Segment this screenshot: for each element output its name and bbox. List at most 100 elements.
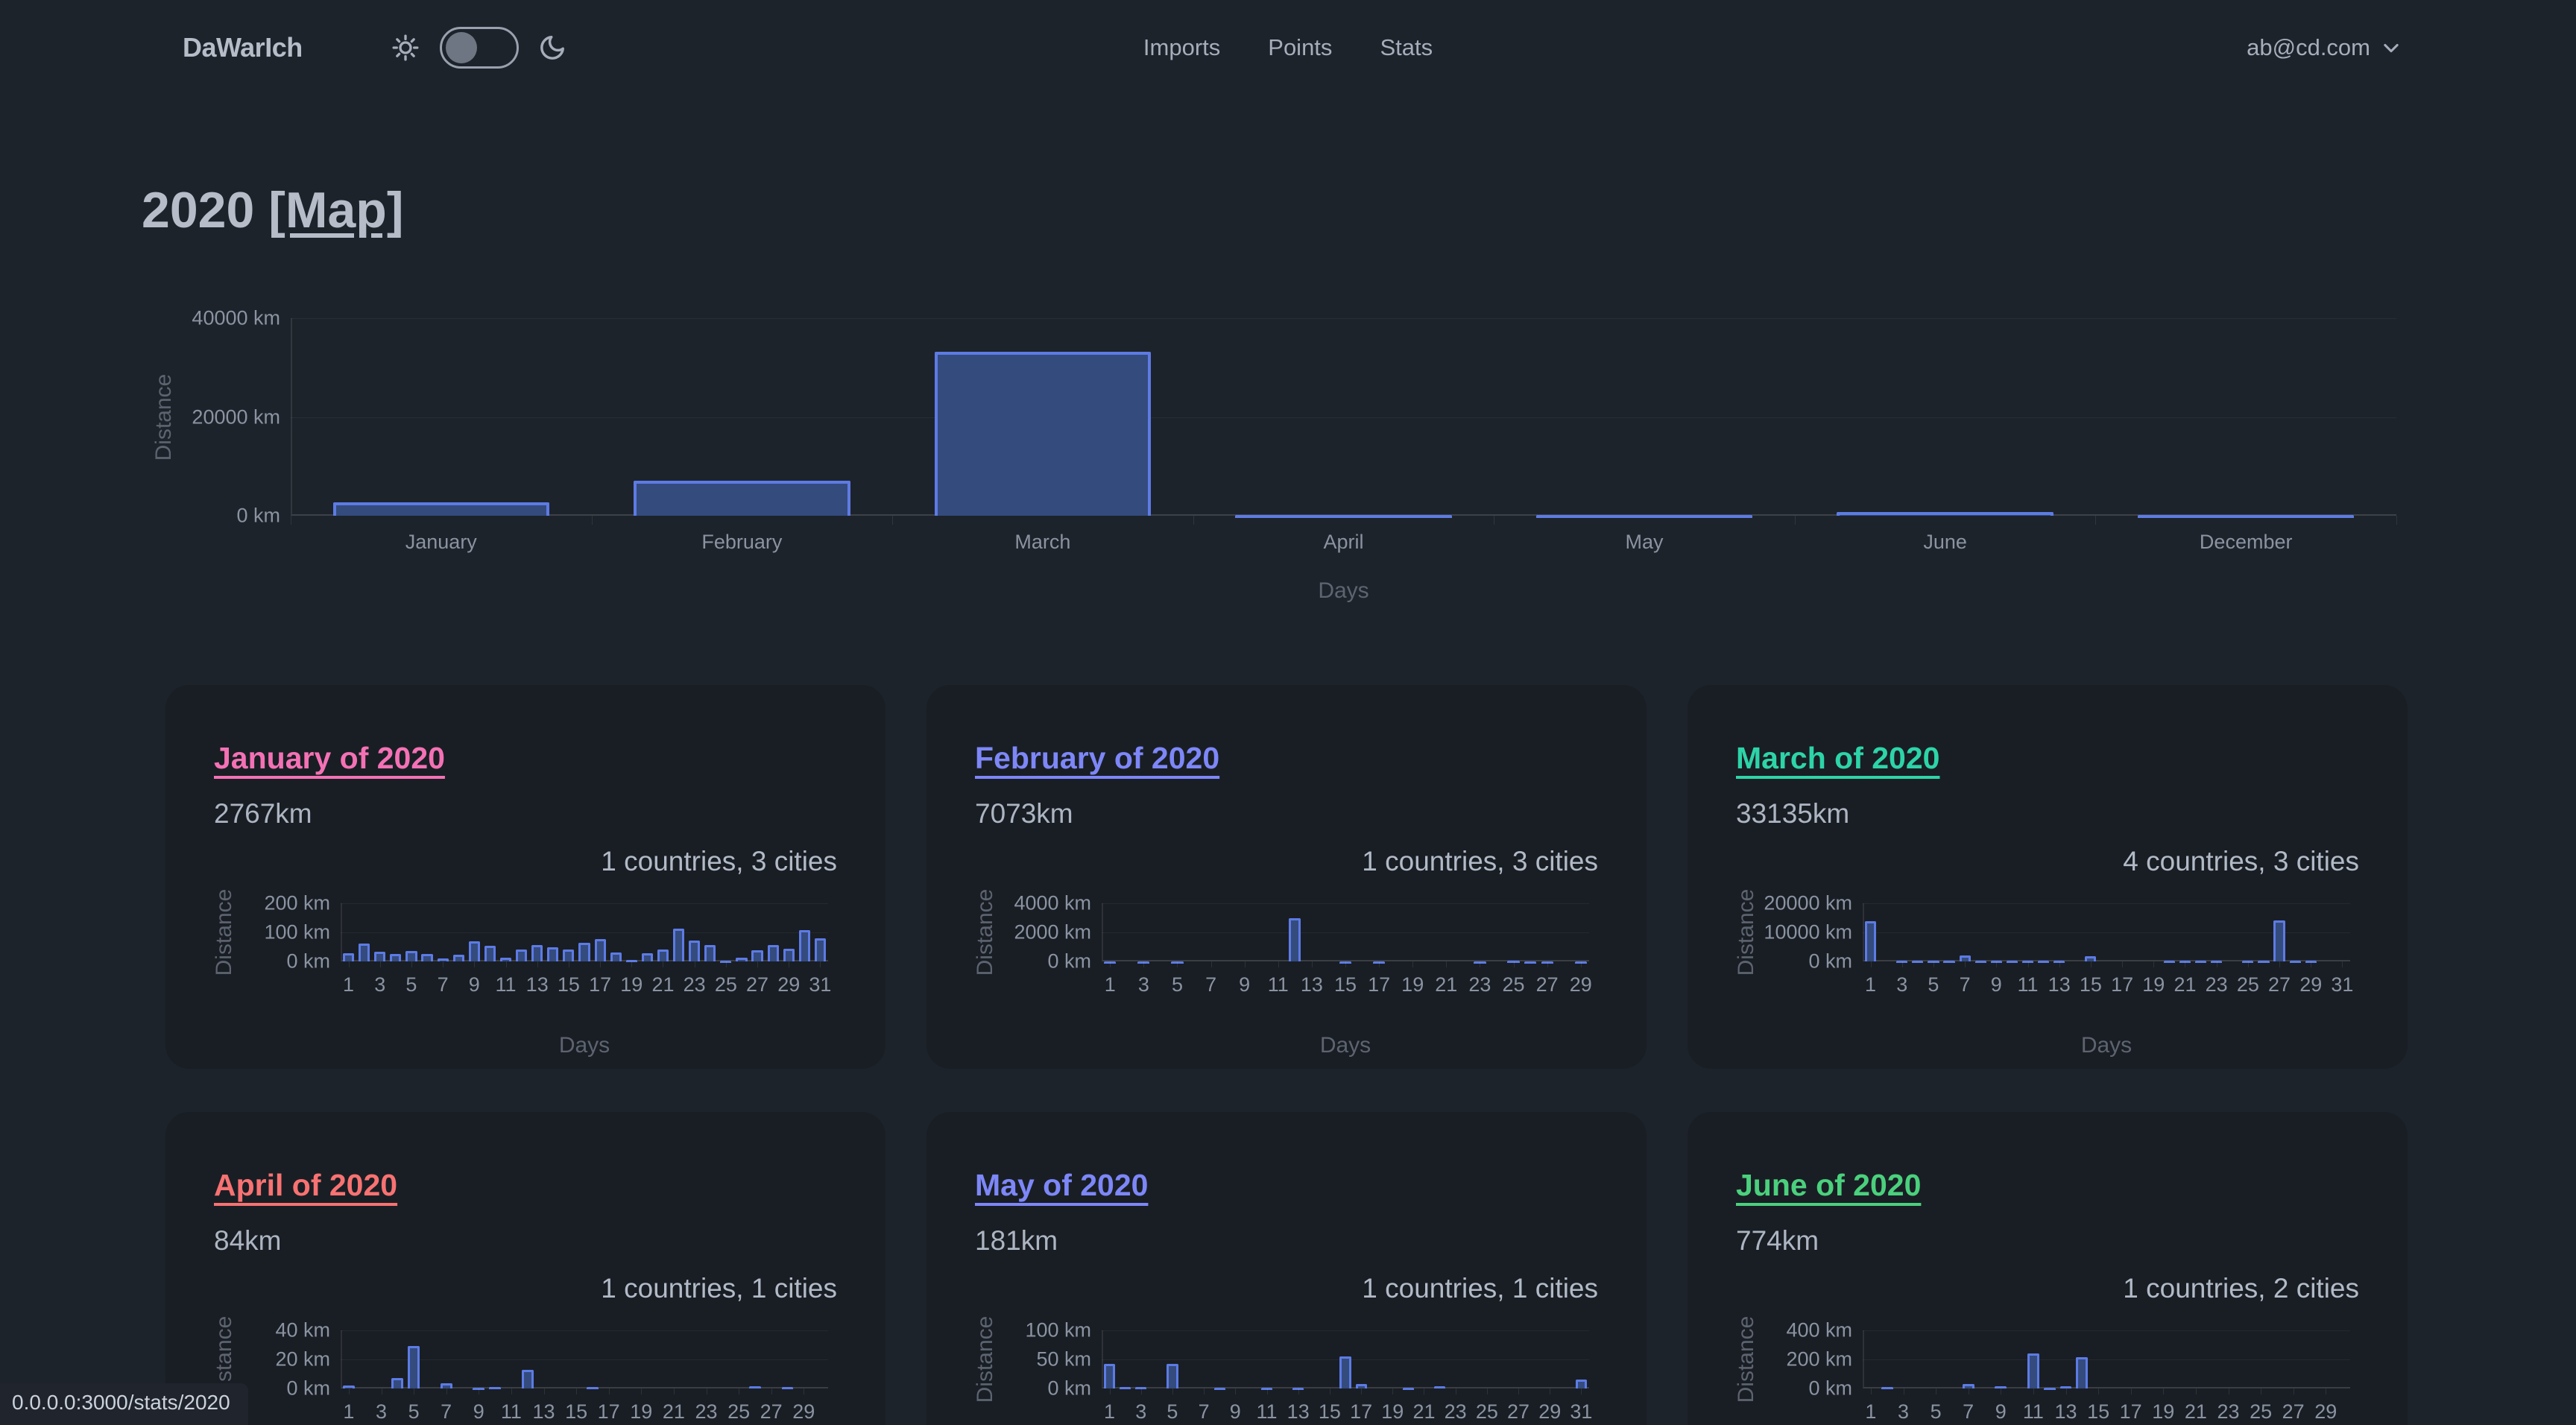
xtick: 11 [1256, 1400, 1278, 1423]
xtick: 1 [1865, 973, 1877, 996]
gridline [291, 318, 2396, 319]
xtick: February [701, 531, 783, 553]
month-link-january[interactable]: January of 2020 [214, 741, 445, 775]
tickmark [1379, 961, 1380, 967]
chart-plot-area [1863, 1330, 2350, 1388]
xtick: 27 [1535, 973, 1559, 996]
tickmark [1110, 961, 1111, 967]
ytick: 40000 km [192, 306, 280, 329]
chart-plot-area [1863, 903, 2350, 961]
tickmark [2163, 1388, 2165, 1394]
bar [1837, 511, 2053, 516]
bar [1402, 1388, 1414, 1391]
xtick: 21 [651, 973, 675, 996]
y-axis-title: Distance [212, 888, 236, 976]
bar [751, 950, 763, 961]
tickmark [1412, 961, 1414, 967]
bar [405, 951, 417, 961]
gridline [1863, 932, 2350, 933]
month-link-april[interactable]: April of 2020 [214, 1168, 398, 1202]
app-logo[interactable]: DaWarIch [183, 32, 303, 63]
bar [437, 958, 449, 961]
bar [342, 952, 355, 961]
nav-item-points[interactable]: Points [1268, 34, 1333, 60]
countries-cities: 1 countries, 3 cities [1362, 846, 1598, 876]
tickmark [1140, 1388, 1142, 1394]
countries-cities: 1 countries, 3 cities [601, 846, 837, 876]
tickmark [1266, 1388, 1268, 1394]
bar [374, 952, 386, 961]
month-card-march: March of 2020 33135km 4 countries, 3 cit… [1688, 685, 2408, 1069]
ytick: 0 km [236, 504, 280, 527]
bar [1990, 961, 2002, 964]
xtick: June [1923, 531, 1967, 553]
xtick: 1 [343, 1400, 355, 1423]
xtick: 19 [2142, 973, 2165, 996]
month-link-february[interactable]: February of 2020 [975, 741, 1220, 775]
xtick: 1 [1104, 973, 1116, 996]
xtick: March [1014, 531, 1071, 553]
month-card-february: February of 2020 7073km 1 countries, 3 c… [926, 685, 1647, 1069]
xtick: 13 [1300, 973, 1323, 996]
bar [1260, 1388, 1273, 1391]
gridline [1863, 1359, 2350, 1360]
xtick: 19 [1401, 973, 1424, 996]
xtick: 15 [565, 1400, 588, 1423]
bar [2179, 961, 2191, 964]
bar [1213, 1388, 1225, 1391]
bar [578, 943, 590, 961]
tickmark [505, 961, 507, 967]
ytick: 4000 km [1014, 891, 1091, 914]
user-menu[interactable]: ab@cd.com [2247, 34, 2402, 61]
month-link-march[interactable]: March of 2020 [1736, 741, 1940, 775]
tickmark [537, 961, 538, 967]
tickmark [1172, 1388, 1173, 1394]
nav-item-stats[interactable]: Stats [1380, 34, 1433, 60]
bar [2211, 960, 2223, 963]
nav-item-imports[interactable]: Imports [1143, 34, 1221, 60]
march-daily-chart: Days Distance 0 km 10000 km 20000 km 1 3 5 7 9 1… [1734, 883, 2359, 1058]
bar [1959, 955, 1971, 961]
bar [594, 938, 606, 961]
february-daily-chart: Days Distance 0 km 2000 km 4000 km 1 3 5 7 9 11 1… [973, 883, 1598, 1058]
bar [2076, 1357, 2089, 1388]
month-link-june[interactable]: June of 2020 [1736, 1168, 1922, 1202]
xtick: 21 [1435, 973, 1458, 996]
xtick: 15 [2087, 1400, 2110, 1423]
tickmark [2153, 961, 2155, 967]
xtick: 15 [2079, 973, 2102, 996]
bar [657, 950, 669, 961]
ytick: 2000 km [1014, 920, 1091, 944]
xtick: April [1323, 531, 1364, 553]
tickmark [2396, 516, 2397, 525]
map-link[interactable]: [Map] [268, 182, 404, 238]
gridline [341, 903, 828, 904]
bar [1137, 961, 1150, 964]
xtick: 7 [1205, 973, 1217, 996]
month-card-january: January of 2020 2767km 1 countries, 3 ci… [165, 685, 886, 1069]
xtick: 19 [1381, 1400, 1404, 1423]
tickmark [1193, 516, 1194, 525]
tickmark [2033, 1388, 2034, 1394]
bar [531, 945, 543, 961]
bar [391, 1378, 404, 1388]
xtick: 27 [760, 1400, 783, 1423]
ytick: 0 km [1808, 1377, 1852, 1400]
theme-toggle-switch[interactable] [439, 27, 519, 69]
xtick: 19 [630, 1400, 653, 1423]
xtick: 21 [2184, 1400, 2207, 1423]
gridline [291, 417, 2396, 418]
month-link-may[interactable]: May of 2020 [975, 1168, 1149, 1202]
bar [610, 952, 622, 961]
bar [421, 954, 433, 961]
bar [1912, 961, 1924, 964]
xtick: 3 [1897, 1400, 1910, 1423]
xtick: 23 [683, 973, 706, 996]
tickmark [1392, 1388, 1394, 1394]
xtick: 17 [2119, 1400, 2142, 1423]
tickmark [2090, 961, 2092, 967]
tickmark [2098, 1388, 2100, 1394]
bar [1928, 961, 1939, 964]
tickmark [1345, 961, 1346, 967]
